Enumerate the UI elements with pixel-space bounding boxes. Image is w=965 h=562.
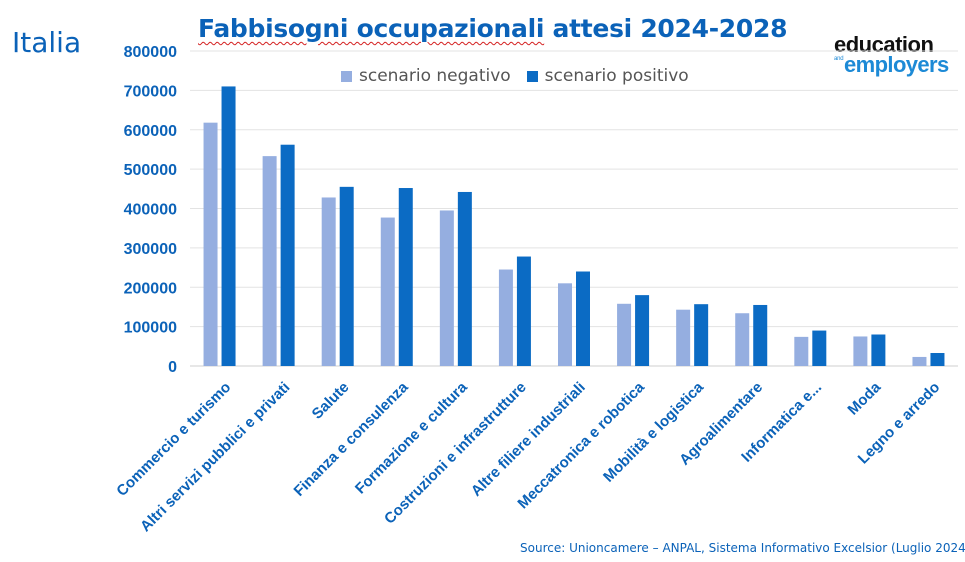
bar-scenario-negativo	[498, 269, 513, 366]
education-and-employers-logo: education and employers	[834, 34, 956, 82]
bar-scenario-positivo	[576, 271, 590, 366]
logo-text-and: and	[834, 56, 844, 62]
y-tick-label: 400000	[124, 202, 177, 219]
bar-scenario-positivo	[812, 330, 827, 366]
legend-swatch-negative	[341, 70, 352, 82]
bar-scenario-positivo	[871, 334, 886, 366]
source-note: Source: Unioncamere – ANPAL, Sistema Inf…	[520, 541, 965, 555]
y-tick-label: 800000	[124, 44, 177, 61]
logo-text-top: education	[834, 32, 934, 57]
bar-scenario-positivo	[516, 256, 531, 366]
legend-item-negative: scenario negativo	[341, 66, 511, 86]
chart-legend: scenario negativo scenario positivo	[341, 66, 689, 86]
bar-scenario-negativo	[676, 309, 691, 366]
x-tick-label: Formazione e cultura	[352, 378, 471, 497]
bar-scenario-negativo	[321, 197, 336, 366]
bar-scenario-positivo	[457, 191, 472, 366]
bar-scenario-negativo	[912, 356, 927, 366]
legend-label-negative: scenario negativo	[359, 66, 511, 86]
x-tick-label: Altre filiere industriali	[468, 379, 589, 500]
bar-scenario-negativo	[558, 283, 572, 366]
region-label: Italia	[12, 26, 82, 59]
x-tick-label: Commercio e turismo	[113, 379, 234, 500]
y-tick-label: 100000	[124, 320, 177, 337]
bar-scenario-positivo	[221, 86, 236, 366]
legend-item-positive: scenario positivo	[526, 66, 689, 86]
bar-scenario-positivo	[694, 304, 709, 366]
y-tick-label: 200000	[124, 280, 177, 297]
bar-scenario-negativo	[203, 122, 218, 366]
bar-scenario-negativo	[439, 210, 454, 366]
x-tick-label: Salute	[309, 379, 353, 423]
y-tick-label: 600000	[124, 123, 177, 140]
y-tick-label: 700000	[124, 83, 177, 100]
chart-title: Fabbisogni occupazionali attesi 2024-202…	[198, 14, 787, 43]
y-tick-label: 500000	[124, 162, 177, 179]
bar-scenario-negativo	[262, 156, 277, 366]
bar-scenario-positivo	[930, 353, 945, 366]
bar-scenario-positivo	[398, 188, 413, 366]
bar-scenario-positivo	[280, 144, 295, 366]
x-tick-label: Moda	[844, 378, 884, 418]
x-tick-label: Finanza e consulenza	[291, 378, 413, 500]
y-tick-label: 0	[168, 359, 177, 376]
y-tick-label: 300000	[124, 241, 177, 258]
bar-scenario-negativo	[853, 336, 868, 366]
bar-scenario-negativo	[380, 217, 395, 366]
x-tick-label: Mobilità e logistica	[600, 378, 707, 485]
chart-title-underlined: Fabbisogni occupazionali	[198, 14, 545, 43]
legend-swatch-positive	[526, 70, 538, 82]
bar-scenario-positivo	[339, 186, 354, 366]
logo-text-bottom: employers	[844, 52, 949, 77]
bar-scenario-negativo	[735, 313, 750, 366]
bars	[203, 86, 945, 366]
bar-scenario-negativo	[794, 336, 809, 366]
y-axis-ticks: 0 100000 200000 300000 400000 500000 600000 700…	[124, 44, 177, 376]
chart-title-rest: attesi 2024-2028	[544, 14, 788, 43]
bar-scenario-positivo	[753, 304, 768, 366]
bar-scenario-negativo	[617, 303, 632, 366]
legend-label-positive: scenario positivo	[544, 66, 689, 86]
bar-scenario-positivo	[635, 295, 650, 366]
gridlines	[190, 50, 958, 367]
